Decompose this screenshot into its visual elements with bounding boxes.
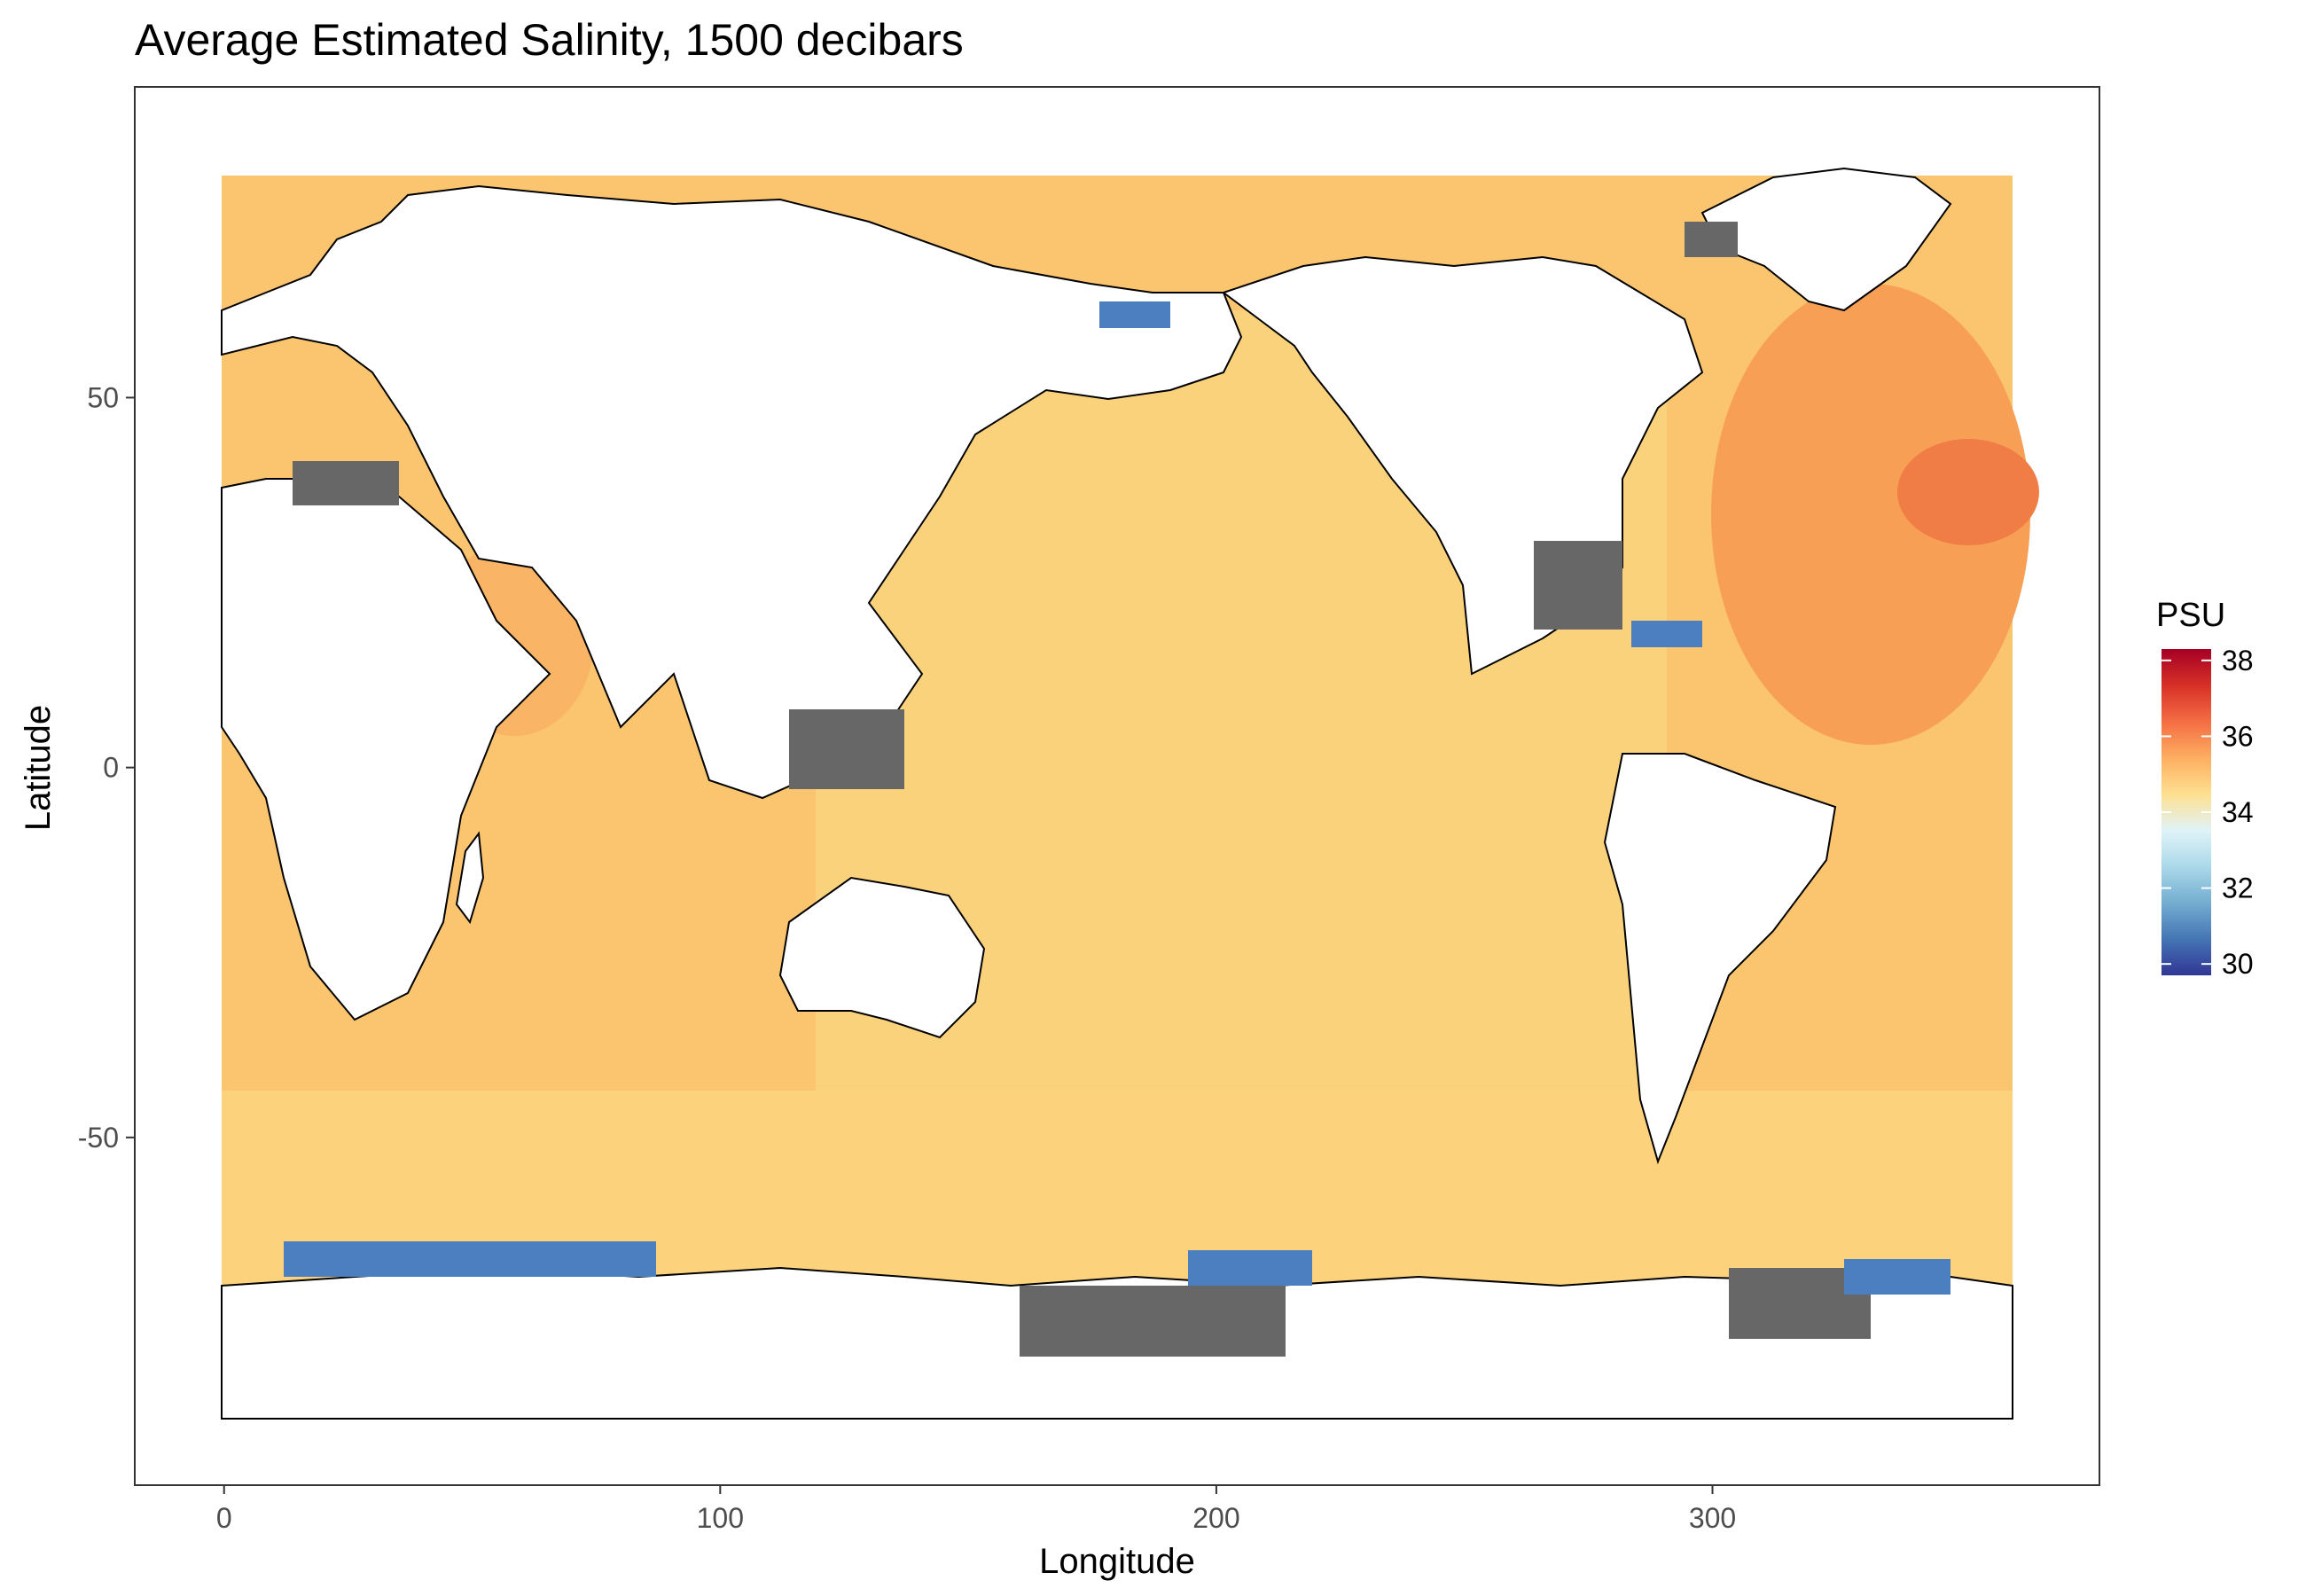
greenland-land	[1700, 167, 1952, 312]
salinity-map	[221, 167, 2039, 1420]
indonesia-missing	[789, 709, 904, 789]
legend: PSU 38 36 34 32 30	[2156, 597, 2254, 980]
x-tick-label: 300	[1689, 1502, 1736, 1534]
x-tick-label: 200	[1192, 1502, 1239, 1534]
eurasia-land	[221, 184, 1243, 800]
antarctic-coast-low-salinity	[284, 1241, 656, 1277]
ross-sea-low-salinity	[1188, 1250, 1312, 1286]
weddell-coast-low-salinity	[1844, 1259, 1950, 1295]
australia-land	[778, 876, 986, 1039]
legend-tick-label: 30	[2222, 948, 2254, 980]
legend-title: PSU	[2156, 597, 2225, 634]
mediterranean-outflow-tongue	[1897, 439, 2039, 545]
gulf-of-mexico-missing	[1534, 541, 1622, 630]
y-tick-label: 50	[87, 381, 119, 413]
low-salinity-cells	[284, 301, 1950, 1295]
legend-tick-label: 34	[2222, 796, 2254, 828]
y-tick-label: -50	[78, 1122, 119, 1154]
hudson-area-missing	[1685, 222, 1738, 257]
legend-tick-label: 36	[2222, 720, 2254, 752]
y-tick-label: 0	[103, 752, 119, 784]
legend-tick-label: 32	[2222, 872, 2254, 904]
x-tick-label: 100	[697, 1502, 744, 1534]
legend-tick-label: 38	[2222, 645, 2254, 677]
madagascar-land	[455, 831, 485, 925]
missing-data-cells	[293, 222, 1871, 1357]
sea-of-okhotsk-low-salinity	[1099, 301, 1170, 328]
x-tick-label: 0	[216, 1502, 232, 1534]
antarctic-shelf-missing	[1020, 1286, 1286, 1357]
caribbean-low-salinity	[1631, 621, 1702, 647]
mediterranean-sea-missing	[293, 461, 399, 505]
south-america-land	[1603, 753, 1837, 1165]
north-atlantic-high-salinity	[1711, 284, 2030, 745]
chart-title: Average Estimated Salinity, 1500 decibar…	[135, 15, 964, 65]
y-axis-title: Latitude	[19, 705, 58, 831]
x-axis-title: Longitude	[1039, 1542, 1195, 1581]
